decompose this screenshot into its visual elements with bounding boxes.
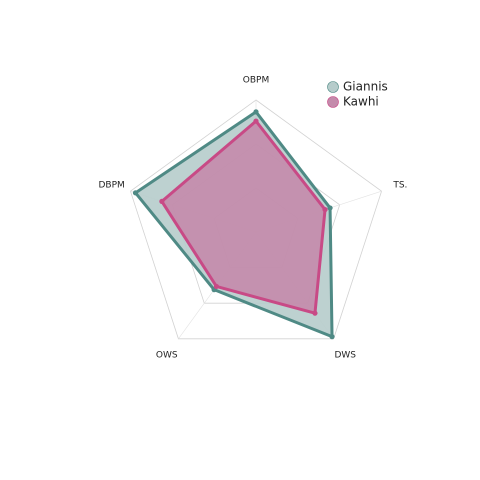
legend-swatch-kawhi <box>327 96 339 108</box>
radar-series-layer <box>132 109 335 340</box>
data-point-kawhi <box>253 118 259 124</box>
axis-label-dbpm: DBPM <box>98 181 124 191</box>
data-point-giannis <box>327 205 333 211</box>
data-point-kawhi <box>312 310 318 316</box>
data-point-giannis <box>253 109 259 115</box>
legend-swatch-giannis <box>327 81 339 93</box>
legend-label-giannis: Giannis <box>343 80 388 94</box>
data-point-kawhi <box>213 283 220 290</box>
axis-label-dws: DWS <box>334 350 356 360</box>
data-point-kawhi <box>159 198 165 205</box>
axis-label-ows: OWS <box>156 350 178 360</box>
series-area-kawhi <box>160 119 327 315</box>
legend-label-kawhi: Kawhi <box>343 95 379 109</box>
grid-ring <box>129 99 383 340</box>
data-point-kawhi <box>322 206 328 213</box>
axis-labels: OBPM TS. DWS OWS DBPM <box>98 76 407 361</box>
axis-label-ts: TS. <box>392 181 407 191</box>
data-point-giannis <box>329 334 335 340</box>
axis-label-obpm: OBPM <box>243 76 269 86</box>
data-point-giannis <box>132 190 139 196</box>
